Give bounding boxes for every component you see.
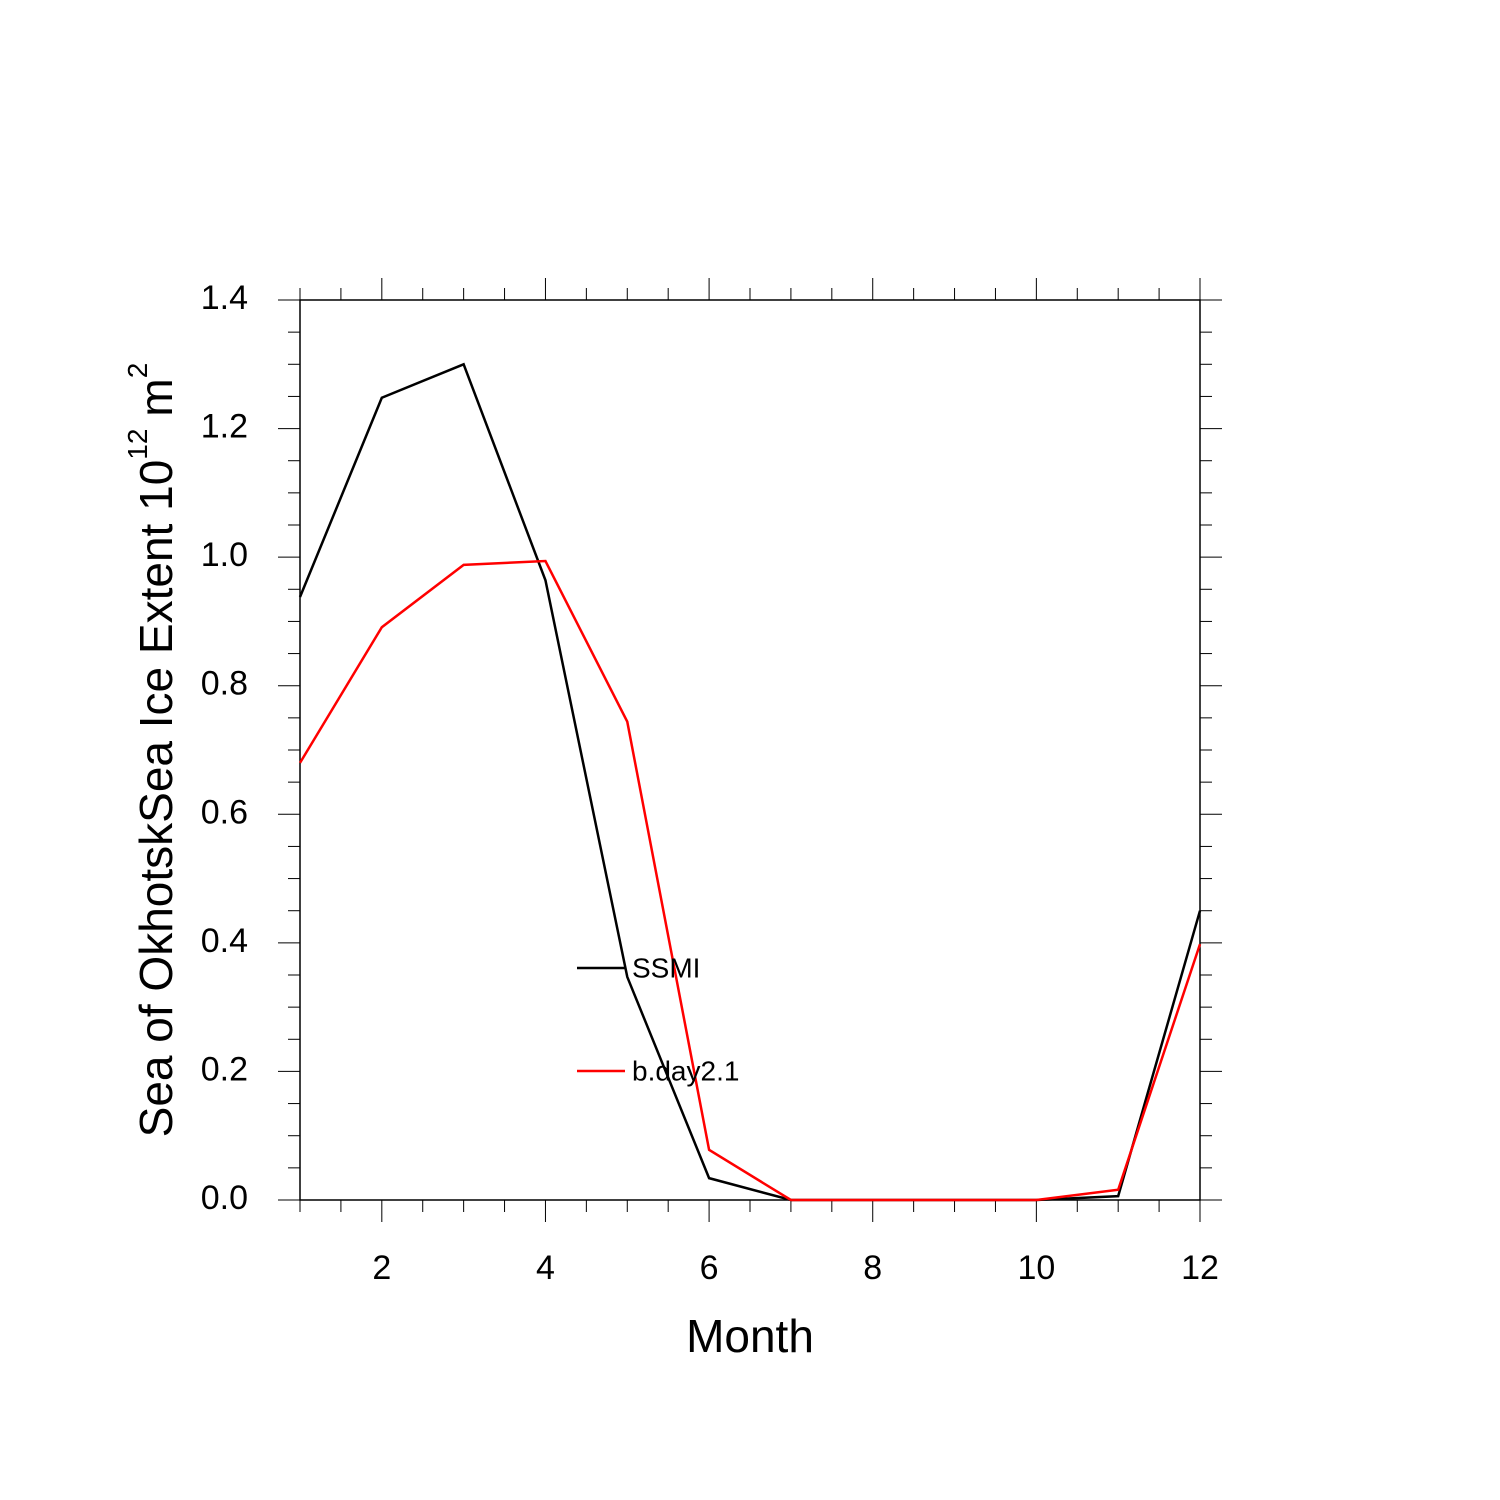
y-label-text: Sea of OkhotskSea Ice Extent 10	[130, 460, 182, 1138]
x-tick-label: 4	[536, 1249, 555, 1287]
y-tick-label: 1.0	[201, 536, 248, 574]
y-tick-label: 0.4	[201, 922, 248, 960]
x-axis-label: Month	[686, 1310, 814, 1362]
y-label-exponent: 12	[122, 429, 153, 460]
x-tick-label: 6	[700, 1249, 719, 1287]
x-tick-label: 2	[372, 1249, 391, 1287]
x-tick-label: 8	[863, 1249, 882, 1287]
x-tick-label: 12	[1181, 1249, 1219, 1287]
y-tick-label: 1.4	[201, 279, 248, 317]
y-tick-label: 0.0	[201, 1179, 248, 1217]
y-label-unit-exponent: 2	[122, 363, 153, 379]
legend-label: SSMI	[632, 952, 700, 983]
legend-label: b.day2.1	[632, 1055, 739, 1086]
series-line	[298, 362, 1202, 1202]
y-axis-label: Sea of OkhotskSea Ice Extent 1012 m2	[122, 363, 182, 1138]
y-tick-label: 0.6	[201, 793, 248, 831]
y-tick-label: 0.8	[201, 665, 248, 703]
y-tick-label: 0.2	[201, 1050, 248, 1088]
series-line	[298, 559, 1202, 1202]
y-label-unit: m	[130, 378, 182, 416]
y-tick-label: 1.2	[201, 408, 248, 446]
x-tick-label: 10	[1017, 1249, 1055, 1287]
plot-frame	[299, 299, 1201, 1201]
